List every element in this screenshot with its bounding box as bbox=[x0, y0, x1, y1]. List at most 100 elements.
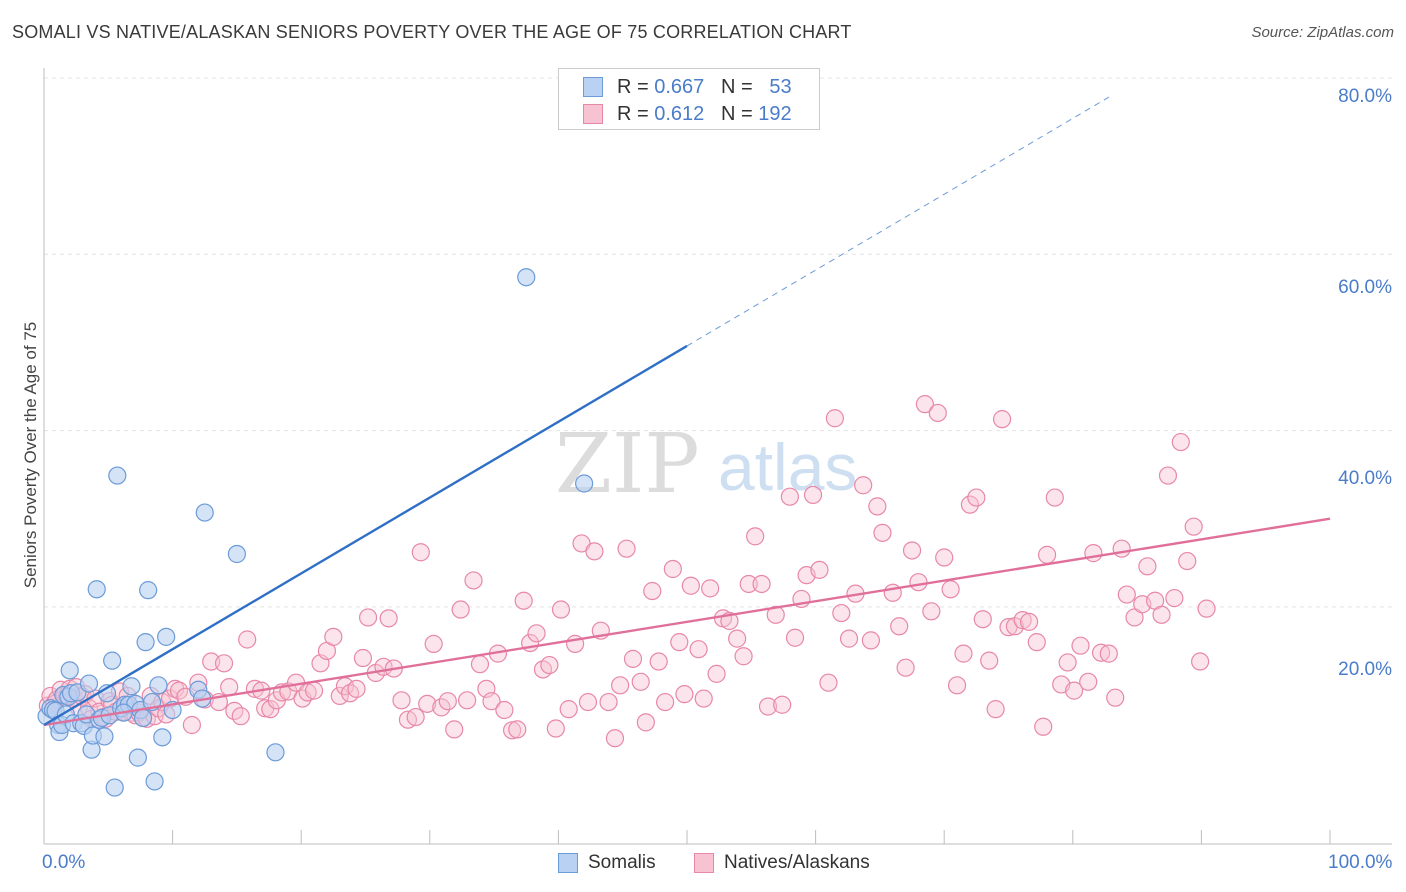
trend-lines bbox=[43, 95, 1331, 727]
native-point bbox=[1013, 611, 1032, 630]
native-point bbox=[941, 580, 960, 599]
native-point bbox=[379, 609, 398, 628]
watermark-zip: ZIP bbox=[555, 417, 700, 512]
native-point bbox=[1152, 605, 1171, 624]
native-point bbox=[825, 409, 844, 428]
native-point bbox=[1091, 643, 1111, 662]
chart-title: SOMALI VS NATIVE/ALASKAN SENIORS POVERTY… bbox=[12, 22, 852, 42]
stats-legend: R = 0.667 N = 53 R = 0.612 N = 192 bbox=[558, 68, 820, 130]
native-point bbox=[980, 651, 999, 670]
somali-point bbox=[145, 772, 164, 791]
somali-point bbox=[95, 727, 114, 746]
native-point bbox=[636, 713, 655, 732]
native-point bbox=[527, 624, 546, 643]
native-point bbox=[1138, 557, 1157, 576]
native-point bbox=[347, 679, 366, 698]
native-point bbox=[922, 602, 941, 621]
native-point bbox=[954, 644, 973, 663]
native-point bbox=[773, 695, 792, 714]
x-tick-label: 0.0% bbox=[42, 852, 86, 873]
somali-point bbox=[517, 268, 536, 287]
native-point bbox=[503, 721, 522, 740]
native-point bbox=[1191, 652, 1210, 671]
stats-row-somalis: R = 0.667 N = 53 bbox=[583, 75, 792, 99]
native-point bbox=[1064, 681, 1084, 700]
somali-point bbox=[139, 581, 158, 600]
legend-item-somalis[interactable]: Somalis bbox=[558, 852, 656, 874]
series-legend: Somalis Natives/Alaskans bbox=[0, 850, 1406, 878]
native-point bbox=[353, 648, 373, 668]
natives-swatch bbox=[583, 104, 603, 124]
stats-row-natives: R = 0.612 N = 192 bbox=[583, 102, 792, 126]
native-point bbox=[986, 700, 1005, 719]
somali-point bbox=[149, 676, 168, 695]
native-point bbox=[358, 608, 378, 627]
native-point bbox=[868, 497, 887, 516]
r-value: 0.612 bbox=[654, 102, 705, 125]
native-point bbox=[1079, 672, 1098, 691]
native-point bbox=[424, 634, 443, 654]
native-point bbox=[649, 652, 668, 671]
native-point bbox=[631, 672, 650, 691]
zipatlas-watermark: ZIP atlas bbox=[555, 417, 857, 512]
n-label: N = bbox=[720, 75, 753, 98]
native-point bbox=[1027, 633, 1046, 652]
native-point bbox=[1117, 585, 1136, 604]
native-point bbox=[540, 655, 559, 675]
somali-point bbox=[108, 466, 127, 485]
native-point bbox=[675, 685, 694, 704]
native-point bbox=[1184, 517, 1203, 536]
somali-trend-extension bbox=[686, 95, 1112, 347]
native-point bbox=[304, 681, 324, 700]
native-point bbox=[766, 605, 785, 624]
somali-point bbox=[227, 544, 246, 564]
native-point bbox=[746, 527, 765, 546]
y-tick-label: 40.0% bbox=[1338, 468, 1392, 489]
somali-point bbox=[105, 778, 124, 797]
native-point bbox=[915, 395, 935, 414]
native-point bbox=[1106, 688, 1125, 707]
native-point bbox=[694, 689, 713, 708]
native-point bbox=[238, 630, 257, 649]
native-point bbox=[902, 541, 922, 560]
native-point bbox=[992, 410, 1012, 429]
native-point bbox=[1112, 539, 1131, 558]
native-point bbox=[1084, 544, 1103, 563]
legend-label: Somalis bbox=[588, 852, 656, 873]
native-point bbox=[861, 631, 880, 650]
y-tick-label: 80.0% bbox=[1338, 86, 1392, 107]
n-value: 53 bbox=[769, 75, 792, 98]
native-point bbox=[605, 729, 625, 748]
native-point bbox=[890, 617, 909, 636]
native-point bbox=[832, 603, 851, 623]
native-point bbox=[656, 692, 675, 712]
native-point bbox=[220, 677, 239, 697]
native-point bbox=[1034, 717, 1053, 736]
native-point bbox=[324, 627, 343, 646]
native-point bbox=[1045, 488, 1064, 507]
native-point bbox=[758, 697, 778, 716]
native-point bbox=[728, 629, 747, 648]
native-point bbox=[947, 676, 967, 695]
native-point bbox=[909, 573, 928, 592]
legend-item-natives[interactable]: Natives/Alaskans bbox=[694, 852, 870, 874]
source-label: Source: ZipAtlas.com bbox=[1251, 24, 1394, 41]
native-point bbox=[470, 655, 490, 674]
native-point bbox=[623, 649, 643, 668]
somali-point bbox=[157, 627, 176, 646]
native-point bbox=[973, 610, 992, 629]
native-point bbox=[752, 574, 771, 594]
native-point bbox=[643, 581, 662, 601]
native-point bbox=[438, 692, 457, 711]
native-point bbox=[585, 542, 604, 561]
native-point bbox=[464, 571, 483, 590]
native-point bbox=[960, 495, 980, 514]
native-point bbox=[967, 488, 986, 507]
native-point bbox=[739, 574, 758, 594]
native-point bbox=[617, 539, 636, 558]
y-tick-label: 60.0% bbox=[1338, 277, 1392, 298]
native-point bbox=[445, 720, 464, 739]
native-point bbox=[546, 719, 565, 738]
native-point bbox=[854, 476, 873, 495]
